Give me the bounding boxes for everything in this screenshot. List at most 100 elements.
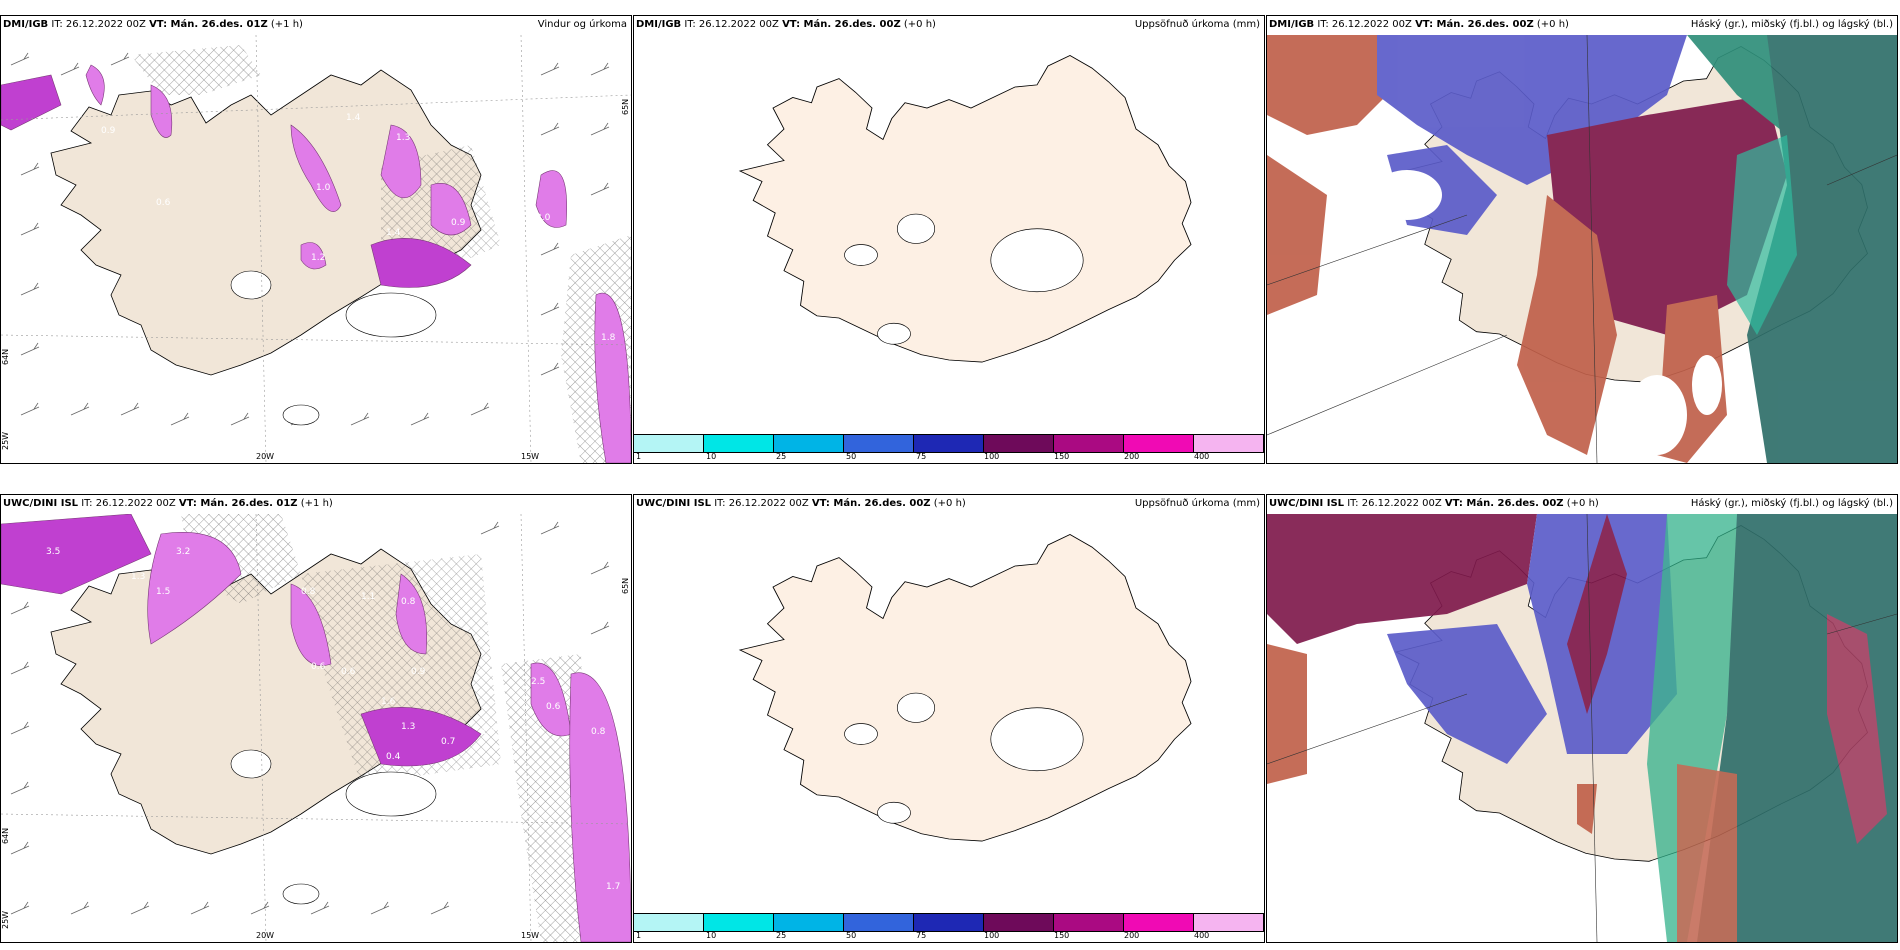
cloud-fields bbox=[1267, 35, 1897, 463]
colorbar-tick: 75 bbox=[916, 931, 927, 940]
colorbar-ticks: 1 10 25 50 75 100 150 200 400 bbox=[634, 452, 1264, 463]
glaciers bbox=[230, 270, 437, 426]
clear-patches bbox=[1372, 170, 1722, 455]
lead-time: (+0 h) bbox=[1533, 19, 1569, 30]
precip-value: 0.6 bbox=[546, 702, 561, 712]
lon-label: 25W bbox=[1, 431, 10, 450]
precip-value: 0.9 bbox=[101, 126, 116, 136]
colorbar-segment bbox=[844, 914, 914, 931]
precip-value: 1.5 bbox=[156, 587, 170, 597]
init-time: IT: 26.12.2022 00Z bbox=[48, 19, 150, 30]
precip-value: 1.8 bbox=[601, 333, 616, 343]
lat-label: 64N bbox=[1, 827, 10, 844]
precip-value: 2.5 bbox=[531, 677, 545, 687]
cloud-map bbox=[1267, 34, 1897, 463]
graticule bbox=[1, 34, 631, 463]
colorbar-tick: 400 bbox=[1194, 931, 1210, 940]
lead-time: (+0 h) bbox=[900, 19, 936, 30]
panel-subtitle: Háský (gr.), miðský (fj.bl.) og lágský (… bbox=[1690, 498, 1893, 509]
panel-subtitle: Háský (gr.), miðský (fj.bl.) og lágský (… bbox=[1690, 19, 1893, 30]
colorbar-tick: 25 bbox=[776, 931, 787, 940]
precip-value: 3.5 bbox=[46, 547, 60, 557]
colorbar-segment bbox=[1124, 435, 1194, 452]
precip-value: 1.6 bbox=[381, 697, 396, 707]
glaciers bbox=[844, 692, 1084, 824]
colorbar-tick: 75 bbox=[916, 452, 927, 461]
init-time: IT: 26.12.2022 00Z bbox=[1314, 19, 1416, 30]
precip-areas bbox=[1, 64, 631, 463]
colorbar-segment bbox=[984, 435, 1054, 452]
graticule bbox=[1267, 34, 1897, 463]
lead-time: (+1 h) bbox=[297, 498, 333, 509]
colorbar-segment bbox=[1054, 914, 1124, 931]
cloud-map bbox=[1267, 513, 1897, 942]
colorbar-tick: 50 bbox=[846, 452, 857, 461]
precip-areas bbox=[1, 513, 631, 942]
glaciers bbox=[844, 213, 1084, 345]
panel-title: DMI/IGB IT: 26.12.2022 00Z VT: Mán. 26.d… bbox=[636, 19, 936, 30]
wind-barbs bbox=[10, 521, 610, 915]
precip-value: 1.3 bbox=[481, 727, 495, 737]
colorbar-tick: 25 bbox=[776, 452, 787, 461]
precip-panel-dmi: DMI/IGB IT: 26.12.2022 00Z VT: Mán. 26.d… bbox=[633, 15, 1265, 464]
valid-time: VT: Mán. 26.des. 00Z bbox=[782, 19, 901, 30]
colorbar-segment bbox=[704, 914, 774, 931]
init-time: IT: 26.12.2022 00Z bbox=[78, 498, 179, 509]
colorbar-tick: 1 bbox=[636, 931, 642, 940]
colorbar-segment bbox=[704, 435, 774, 452]
lon-label: 25W bbox=[1, 910, 10, 929]
colorbar-segment bbox=[1054, 435, 1124, 452]
precip-value: 1.0 bbox=[316, 183, 331, 193]
graticule bbox=[1, 513, 631, 942]
colorbar-tick: 100 bbox=[984, 931, 1000, 940]
precip-colorbar bbox=[634, 434, 1264, 453]
colorbar-tick: 200 bbox=[1124, 452, 1140, 461]
precip-map bbox=[634, 514, 1264, 914]
colorbar-segment bbox=[914, 914, 984, 931]
colorbar-tick: 10 bbox=[706, 931, 717, 940]
colorbar-segment bbox=[634, 435, 704, 452]
panel-subtitle: Vindur og úrkoma bbox=[537, 19, 627, 30]
precip-value: 1.3 bbox=[401, 722, 415, 732]
precip-value: 0.6 bbox=[341, 667, 356, 677]
init-time: IT: 26.12.2022 00Z bbox=[1344, 498, 1445, 509]
colorbar-tick: 150 bbox=[1054, 931, 1070, 940]
lead-time: (+1 h) bbox=[267, 19, 303, 30]
lat-label: 65N bbox=[621, 577, 630, 594]
precip-value: 1.4 bbox=[346, 113, 361, 123]
colorbar-ticks: 1 10 25 50 75 100 150 200 400 bbox=[634, 931, 1264, 942]
model-name: UWC/DINI ISL bbox=[1269, 498, 1345, 509]
precip-labels: 3.5 3.2 1.5 1.3 0.8 1.1 0.8 0.6 1.6 0.9 … bbox=[46, 547, 620, 892]
colorbar-tick: 50 bbox=[846, 931, 857, 940]
colorbar-segment bbox=[774, 435, 844, 452]
wind-map: 1.4 1.3 0.8 1.5 0.9 1.0 0.6 1.4 0.9 2.0 … bbox=[1, 34, 631, 463]
panel-title: DMI/IGB IT: 26.12.2022 00Z VT: Mán. 26.d… bbox=[1269, 19, 1569, 30]
precip-value: 1.7 bbox=[606, 882, 620, 892]
panel-title: UWC/DINI ISL IT: 26.12.2022 00Z VT: Mán.… bbox=[3, 498, 333, 509]
precip-value: 0.6 bbox=[311, 662, 326, 672]
valid-time: VT: Mán. 26.des. 00Z bbox=[1415, 19, 1534, 30]
panel-title: UWC/DINI ISL IT: 26.12.2022 00Z VT: Mán.… bbox=[1269, 498, 1599, 509]
model-name: DMI/IGB bbox=[636, 19, 682, 30]
colorbar-tick: 10 bbox=[706, 452, 717, 461]
cloud-panel-dmi: DMI/IGB IT: 26.12.2022 00Z VT: Mán. 26.d… bbox=[1266, 15, 1898, 464]
precip-value: 0.7 bbox=[441, 737, 455, 747]
precip-colorbar bbox=[634, 913, 1264, 932]
valid-time: VT: Mán. 26.des. 01Z bbox=[149, 19, 268, 30]
precip-value: 1.3 bbox=[396, 133, 410, 143]
colorbar-segment bbox=[1124, 914, 1194, 931]
lon-label: 15W bbox=[521, 452, 540, 461]
lon-label: 20W bbox=[256, 931, 275, 940]
lon-label: 15W bbox=[521, 931, 540, 940]
colorbar-segment bbox=[634, 914, 704, 931]
valid-time: VT: Mán. 26.des. 00Z bbox=[811, 498, 931, 509]
precip-value: 0.4 bbox=[386, 752, 401, 762]
panel-title: DMI/IGB IT: 26.12.2022 00Z VT: Mán. 26.d… bbox=[3, 19, 303, 30]
precip-value: 2.0 bbox=[536, 213, 551, 223]
colorbar-segment bbox=[984, 914, 1054, 931]
wind-panel-dmi: DMI/IGB IT: 26.12.2022 00Z VT: Mán. 26.d… bbox=[0, 15, 632, 464]
lon-label: 20W bbox=[256, 452, 275, 461]
cloud-panel-uwc: UWC/DINI ISL IT: 26.12.2022 00Z VT: Mán.… bbox=[1266, 494, 1898, 943]
graticule bbox=[1267, 513, 1897, 942]
panel-subtitle: Uppsöfnuð úrkoma (mm) bbox=[1134, 19, 1260, 30]
